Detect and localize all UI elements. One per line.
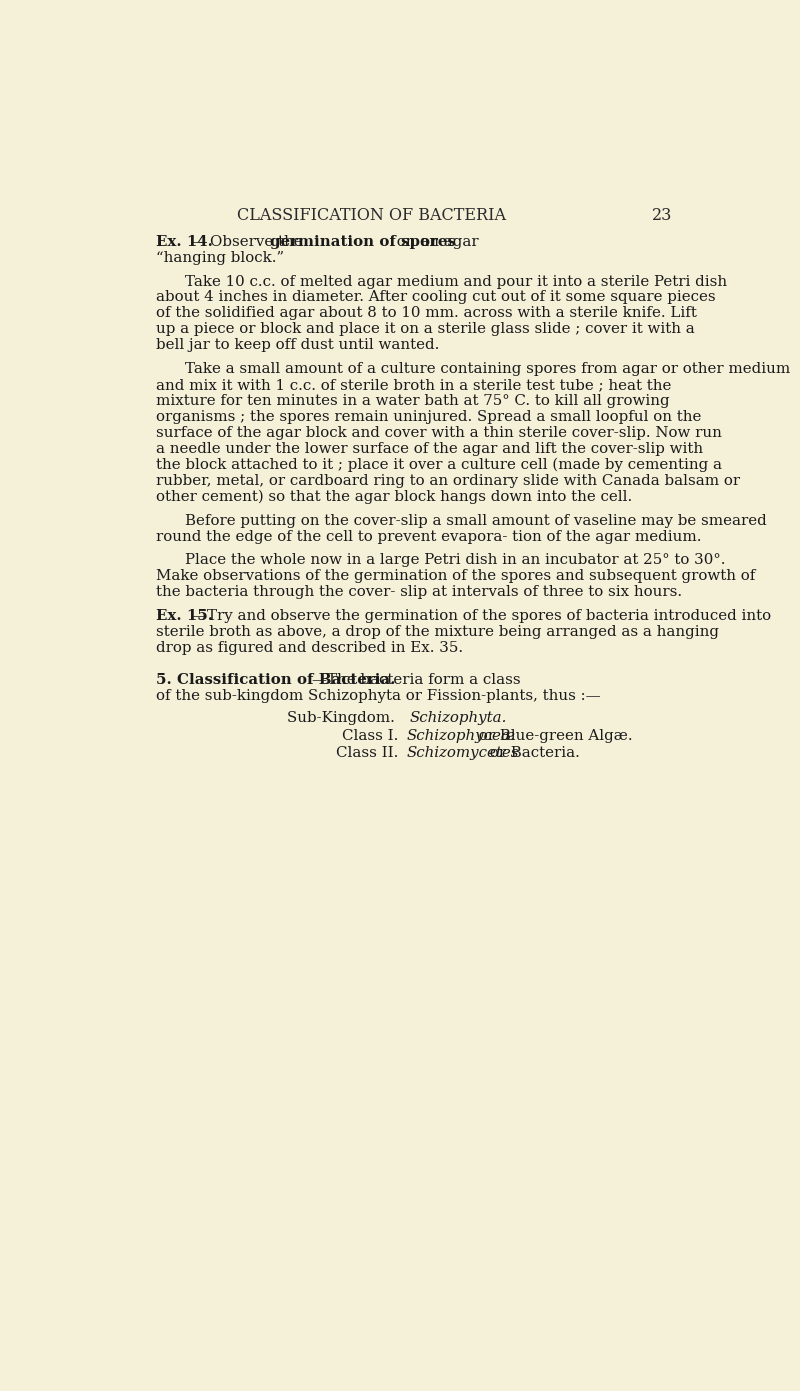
Text: Before putting on the cover-slip a small amount of vaseline may be smeared: Before putting on the cover-slip a small… [186, 513, 767, 527]
Text: of the solidified agar about 8 to 10 mm. across with a sterile knife. Lift: of the solidified agar about 8 to 10 mm.… [156, 306, 697, 320]
Text: surface of the agar block and cover with a thin sterile cover-slip. Now run: surface of the agar block and cover with… [156, 426, 722, 440]
Text: 23: 23 [651, 207, 672, 224]
Text: and mix it with 1 c.c. of sterile broth in a sterile test tube ; heat the: and mix it with 1 c.c. of sterile broth … [156, 378, 671, 392]
Text: Place the whole now in a large Petri dish in an incubator at 25° to 30°.: Place the whole now in a large Petri dis… [186, 554, 726, 568]
Text: — Observe the: — Observe the [192, 235, 308, 249]
Text: germination of spores: germination of spores [270, 235, 456, 249]
Text: of the sub-kingdom Schizophyta or Fission-plants, thus :—: of the sub-kingdom Schizophyta or Fissio… [156, 689, 601, 702]
Text: round the edge of the cell to prevent evapora- tion of the agar medium.: round the edge of the cell to prevent ev… [156, 530, 702, 544]
Text: Class I.: Class I. [342, 729, 406, 743]
Text: Ex. 14.: Ex. 14. [156, 235, 213, 249]
Text: about 4 inches in diameter. After cooling cut out of it some square pieces: about 4 inches in diameter. After coolin… [156, 291, 715, 305]
Text: or Bacteria.: or Bacteria. [485, 747, 580, 761]
Text: “hanging block.”: “hanging block.” [156, 250, 284, 264]
Text: Schizophyta.: Schizophyta. [410, 711, 507, 725]
Text: rubber, metal, or cardboard ring to an ordinary slide with Canada balsam or: rubber, metal, or cardboard ring to an o… [156, 474, 740, 488]
Text: 5. Classification of Bacteria.: 5. Classification of Bacteria. [156, 673, 395, 687]
Text: a needle under the lower surface of the agar and lift the cover-slip with: a needle under the lower surface of the … [156, 442, 703, 456]
Text: Take 10 c.c. of melted agar medium and pour it into a sterile Petri dish: Take 10 c.c. of melted agar medium and p… [186, 274, 727, 288]
Text: Sub-Kingdom.: Sub-Kingdom. [287, 711, 410, 725]
Text: —The bacteria form a class: —The bacteria form a class [312, 673, 521, 687]
Text: mixture for ten minutes in a water bath at 75° C. to kill all growing: mixture for ten minutes in a water bath … [156, 394, 670, 408]
Text: Schizomycetes: Schizomycetes [406, 747, 518, 761]
Text: or Blue-green Algæ.: or Blue-green Algæ. [474, 729, 633, 743]
Text: sterile broth as above, a drop of the mixture being arranged as a hanging: sterile broth as above, a drop of the mi… [156, 625, 718, 640]
Text: bell jar to keep off dust until wanted.: bell jar to keep off dust until wanted. [156, 338, 439, 352]
Text: Make observations of the germination of the spores and subsequent growth of: Make observations of the germination of … [156, 569, 755, 583]
Text: Schizophyceæ: Schizophyceæ [406, 729, 515, 743]
Text: Ex. 15.: Ex. 15. [156, 609, 213, 623]
Text: organisms ; the spores remain uninjured. Spread a small loopful on the: organisms ; the spores remain uninjured.… [156, 410, 701, 424]
Text: Take a small amount of a culture containing spores from agar or other medium: Take a small amount of a culture contain… [186, 362, 790, 376]
Text: CLASSIFICATION OF BACTERIA: CLASSIFICATION OF BACTERIA [237, 207, 506, 224]
Text: the block attached to it ; place it over a culture cell (made by cementing a: the block attached to it ; place it over… [156, 458, 722, 472]
Text: on an agar: on an agar [392, 235, 478, 249]
Text: drop as figured and described in Ex. 35.: drop as figured and described in Ex. 35. [156, 641, 463, 655]
Text: —Try and observe the germination of the spores of bacteria introduced into: —Try and observe the germination of the … [192, 609, 771, 623]
Text: other cement) so that the agar block hangs down into the cell.: other cement) so that the agar block han… [156, 490, 632, 504]
Text: the bacteria through the cover- slip at intervals of three to six hours.: the bacteria through the cover- slip at … [156, 586, 682, 600]
Text: Class II.: Class II. [336, 747, 406, 761]
Text: up a piece or block and place it on a sterile glass slide ; cover it with a: up a piece or block and place it on a st… [156, 323, 694, 337]
